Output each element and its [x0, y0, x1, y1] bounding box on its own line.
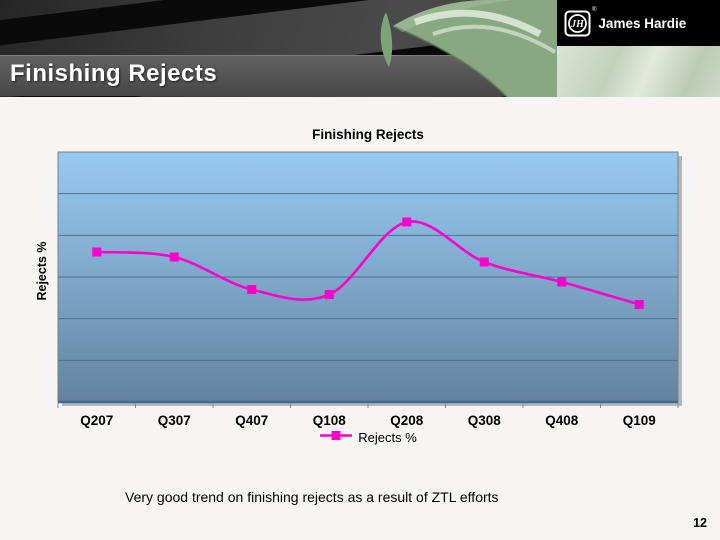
logo-accent-panel	[557, 46, 720, 97]
chart-legend: Rejects %	[58, 429, 678, 445]
slide-title: Finishing Rejects	[10, 60, 218, 87]
banner-stripe	[0, 0, 400, 54]
line-chart: Q207 Q307 Q407 Q108 Q208 Q308 Q408 Q109	[40, 148, 700, 430]
x-axis-label: Q208	[390, 413, 424, 428]
x-axis-label: Q308	[468, 413, 502, 428]
data-point-marker	[324, 290, 334, 299]
data-point-marker	[557, 277, 567, 287]
x-axis-label: Q108	[313, 413, 347, 428]
legend-marker-icon	[319, 429, 353, 445]
legend-label: Rejects %	[358, 429, 417, 445]
data-point-marker	[247, 285, 257, 294]
leaf-graphic	[380, 0, 565, 97]
jh-monogram-icon: JH	[564, 10, 591, 36]
logo: JH ® James Hardie	[557, 0, 720, 46]
x-axis-label: Q109	[623, 413, 656, 428]
chart-title: Finishing Rejects	[312, 127, 424, 142]
monogram-letters: JH	[570, 19, 585, 30]
x-axis-label: Q408	[545, 413, 579, 428]
x-axis-label: Q207	[80, 413, 113, 428]
data-point-marker	[402, 217, 412, 227]
logo-wordmark: James Hardie	[598, 15, 687, 31]
line-chart-canvas: Q207 Q307 Q407 Q108 Q208 Q308 Q408 Q109	[57, 151, 682, 428]
x-axis-label: Q407	[235, 413, 268, 428]
data-point-marker	[169, 252, 179, 262]
page-number: 12	[693, 516, 707, 530]
header-banner: Finishing Rejects JH ® James Hardie	[0, 0, 720, 97]
data-point-marker	[92, 247, 102, 257]
series-line	[95, 220, 641, 306]
registered-mark: ®	[592, 7, 597, 13]
data-point-marker	[479, 257, 489, 267]
x-axis-label: Q307	[158, 413, 191, 428]
data-point-marker	[634, 300, 644, 309]
caption-text: Very good trend on finishing rejects as …	[125, 489, 499, 505]
legend-marker-canvas	[320, 431, 353, 440]
